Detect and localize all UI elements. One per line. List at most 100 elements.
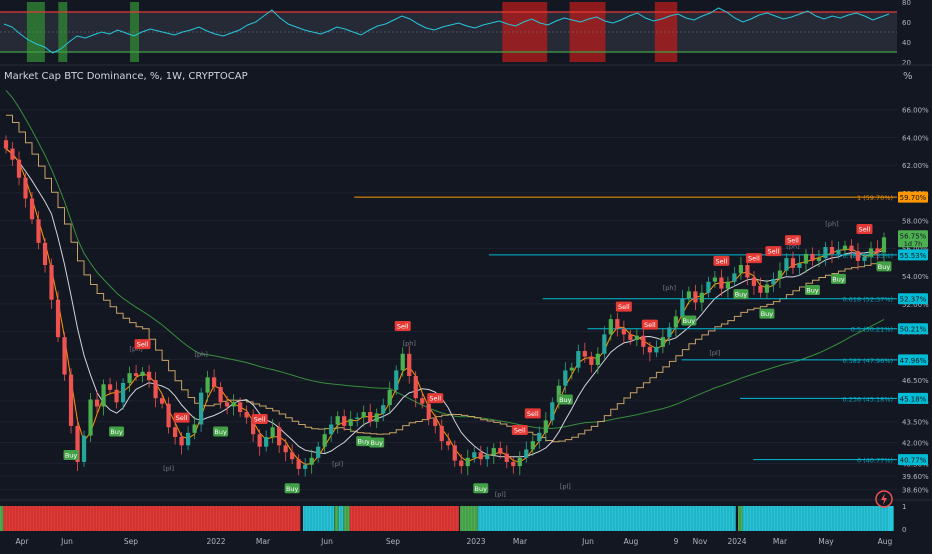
candle-down <box>3 140 9 149</box>
candle-down <box>504 453 509 462</box>
buy-signal <box>109 426 125 437</box>
x-tick-label: Jun <box>581 537 594 546</box>
candle-down <box>114 389 119 403</box>
oversold-zone <box>130 2 140 62</box>
sell-signal <box>615 301 632 312</box>
candle-down <box>238 402 243 413</box>
candle-up <box>140 371 145 376</box>
oscillator-tick-label: 60 <box>902 19 911 27</box>
candle-up <box>550 402 555 421</box>
oscillator-pane: 80 60 40 20 <box>0 0 911 67</box>
candle-up <box>485 455 490 460</box>
candle-down <box>745 265 750 278</box>
fib-level-label: 0.786 (55.53%) <box>842 252 893 260</box>
candle-down <box>719 277 724 289</box>
pivot-label: [pl] <box>163 464 174 472</box>
candle-down <box>790 258 796 268</box>
candle-up <box>524 449 529 458</box>
buy-signal-label: Buy <box>878 263 891 271</box>
price-axis-tag <box>898 249 928 261</box>
candle-down <box>420 398 425 404</box>
candle-up <box>842 245 848 250</box>
candle-down <box>511 461 516 467</box>
candle-down <box>693 291 698 303</box>
trend-strip-segment <box>3 506 301 531</box>
oscillator-tick-label: 20 <box>902 59 911 67</box>
candle-up <box>329 424 334 435</box>
buy-signal <box>804 285 820 295</box>
price-axis-tag <box>898 323 928 335</box>
trend-strip-segment <box>0 506 4 531</box>
sell-signal <box>394 321 411 332</box>
buy-signal-label: Buy <box>832 275 845 283</box>
candle-down <box>829 247 835 254</box>
sell-signal-label: Sell <box>618 303 630 311</box>
sell-signal <box>524 408 541 419</box>
x-tick-label: 2022 <box>206 537 225 546</box>
candle-up <box>680 298 685 317</box>
buy-signal-label: Buy <box>110 428 123 436</box>
candle-up <box>771 278 776 285</box>
buy-signal <box>830 273 846 284</box>
x-tick-label: 2023 <box>466 537 485 546</box>
candle-down <box>498 448 503 454</box>
price-tick-label: 58.00% <box>902 218 929 226</box>
candle-up <box>797 263 802 268</box>
candle-down <box>439 425 444 442</box>
oscillator-tick-label: 40 <box>902 39 911 47</box>
x-tick-label: Mar <box>773 537 788 546</box>
sell-signal <box>173 412 190 423</box>
candle-up <box>654 346 659 353</box>
candle-up <box>881 237 887 253</box>
candle-up <box>667 327 672 338</box>
buy-signal-label: Buy <box>761 310 774 318</box>
buy-signal-label: Buy <box>806 287 819 295</box>
tradingview-logo-icon[interactable] <box>874 489 894 509</box>
candle-up <box>706 281 711 293</box>
candle-up <box>465 457 470 467</box>
sell-signal <box>745 253 762 264</box>
candle-down <box>218 387 223 403</box>
candle-up <box>355 417 360 419</box>
candle-down <box>855 251 861 261</box>
buy-signal-label: Buy <box>65 452 78 460</box>
candle-down <box>257 434 262 447</box>
candle-down <box>368 412 373 422</box>
last-price-label: 56.75% <box>900 232 927 240</box>
candle-up <box>316 446 321 458</box>
pivot-label: [ph] <box>825 220 838 228</box>
sell-signal-label: Sell <box>716 257 728 265</box>
candle-down <box>94 399 100 407</box>
trend-strip-segment <box>338 506 344 531</box>
price-axis-tag <box>898 454 928 466</box>
price-axis-tag-label: 55.53% <box>900 252 927 260</box>
buy-signal-label: Buy <box>286 485 299 493</box>
candle-down <box>582 351 587 357</box>
candle-up <box>803 253 809 264</box>
candle-down <box>10 148 15 160</box>
sell-signal-label: Sell <box>137 341 149 349</box>
buy-signal <box>681 315 697 326</box>
candle-up <box>491 448 496 456</box>
candle-down <box>179 436 184 446</box>
percent-scale-button[interactable]: % <box>903 71 913 82</box>
candle-down <box>446 441 451 446</box>
pivot-label: [ph] <box>403 339 416 347</box>
candle-down <box>75 425 80 462</box>
sell-signal <box>713 255 730 266</box>
pivot-label: [ph] <box>194 351 207 359</box>
candle-up <box>868 248 874 257</box>
candle-down <box>459 460 464 467</box>
price-tick-label: 64.00% <box>902 134 929 142</box>
buy-signal <box>284 483 300 494</box>
candle-down <box>133 373 139 376</box>
oversold-zone <box>26 2 45 62</box>
candle-down <box>244 412 249 418</box>
candle-up <box>784 258 789 271</box>
trend-strip-segment <box>738 506 743 531</box>
candle-down <box>407 353 412 376</box>
overbought-zone <box>654 2 678 62</box>
candle-down <box>342 416 347 426</box>
candle-up <box>543 420 548 433</box>
